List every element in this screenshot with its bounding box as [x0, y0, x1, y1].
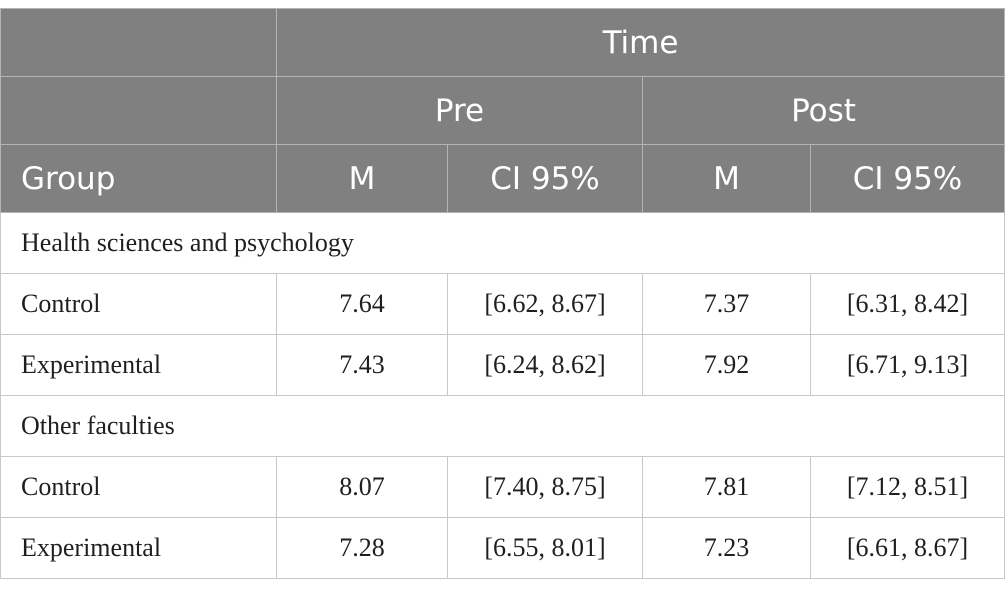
table-header: Time Pre Post Group M CI 95% M CI 95% [0, 8, 1005, 213]
header-post-ci: CI 95% [810, 144, 1005, 213]
pre-m-cell: 7.43 [276, 334, 448, 396]
pre-ci-cell: [7.40, 8.75] [447, 456, 643, 518]
post-m-cell: 7.37 [642, 273, 811, 335]
post-m-cell: 7.92 [642, 334, 811, 396]
group-cell: Control [0, 456, 277, 518]
header-row-period: Pre Post [0, 76, 1005, 145]
header-pre: Pre [276, 76, 643, 145]
header-row-columns: Group M CI 95% M CI 95% [0, 144, 1005, 213]
section-title: Other faculties [0, 395, 1005, 457]
post-m-cell: 7.81 [642, 456, 811, 518]
header-post-m: M [642, 144, 811, 213]
pre-ci-cell: [6.55, 8.01] [447, 517, 643, 579]
header-pre-m: M [276, 144, 448, 213]
table-row: Experimental 7.28 [6.55, 8.01] 7.23 [6.6… [0, 517, 1005, 579]
header-empty-cell [0, 8, 277, 77]
table-row: Experimental 7.43 [6.24, 8.62] 7.92 [6.7… [0, 334, 1005, 396]
header-post: Post [642, 76, 1005, 145]
section-row: Other faculties [0, 395, 1005, 457]
pre-m-cell: 7.28 [276, 517, 448, 579]
table-row: Control 8.07 [7.40, 8.75] 7.81 [7.12, 8.… [0, 456, 1005, 518]
header-time: Time [276, 8, 1005, 77]
group-cell: Experimental [0, 334, 277, 396]
pre-m-cell: 8.07 [276, 456, 448, 518]
header-group: Group [0, 144, 277, 213]
table-body: Health sciences and psychology Control 7… [0, 212, 1005, 579]
group-cell: Experimental [0, 517, 277, 579]
post-ci-cell: [6.31, 8.42] [810, 273, 1005, 335]
header-empty-cell [0, 76, 277, 145]
pre-ci-cell: [6.62, 8.67] [447, 273, 643, 335]
header-pre-ci: CI 95% [447, 144, 643, 213]
header-row-time: Time [0, 8, 1005, 77]
post-ci-cell: [6.61, 8.67] [810, 517, 1005, 579]
pre-m-cell: 7.64 [276, 273, 448, 335]
table-row: Control 7.64 [6.62, 8.67] 7.37 [6.31, 8.… [0, 273, 1005, 335]
results-table: Time Pre Post Group M CI 95% M CI 95% He… [0, 8, 1005, 579]
section-row: Health sciences and psychology [0, 212, 1005, 274]
pre-ci-cell: [6.24, 8.62] [447, 334, 643, 396]
group-cell: Control [0, 273, 277, 335]
post-m-cell: 7.23 [642, 517, 811, 579]
section-title: Health sciences and psychology [0, 212, 1005, 274]
post-ci-cell: [7.12, 8.51] [810, 456, 1005, 518]
post-ci-cell: [6.71, 9.13] [810, 334, 1005, 396]
